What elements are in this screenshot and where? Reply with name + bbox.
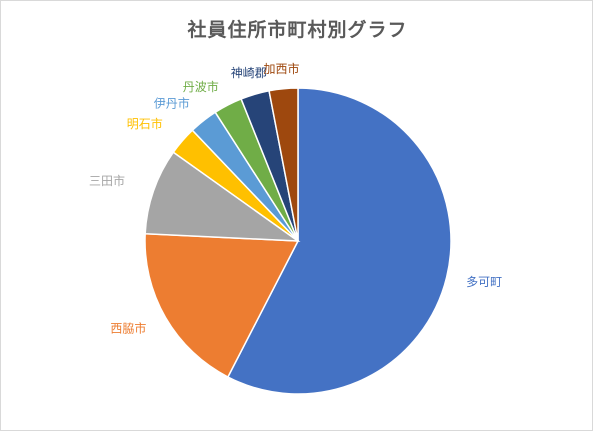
pie-slice-3	[144, 151, 301, 242]
pie-slice-8	[268, 87, 299, 242]
slice-label-7: 神崎郡	[231, 66, 267, 80]
chart-title: 社員住所市町村別グラフ	[187, 19, 408, 41]
slice-label-3: 三田市	[89, 173, 125, 188]
slice-label-4: 明石市	[127, 116, 163, 131]
pie-slice-1	[226, 87, 452, 395]
pie-slice-2	[144, 232, 300, 379]
slice-label-8: 加西市	[264, 61, 300, 76]
slice-label-6: 丹波市	[183, 79, 219, 94]
slice-label-5: 伊丹市	[154, 95, 190, 110]
slice-label-2: 西脇市	[110, 321, 146, 336]
slice-label-1: 多可町	[466, 275, 502, 289]
